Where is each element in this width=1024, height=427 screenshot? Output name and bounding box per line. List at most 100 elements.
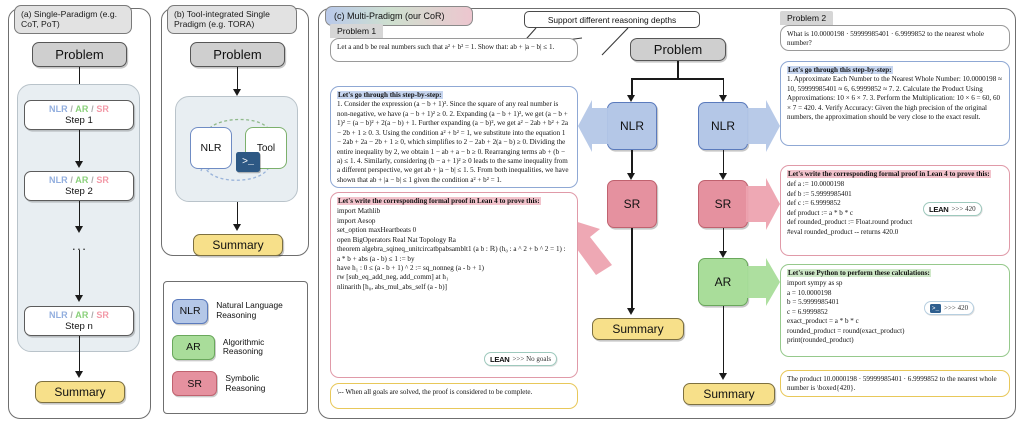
panel-a-step-2-label: Step 2	[65, 185, 93, 197]
right-sr-connector-arrow	[746, 178, 780, 230]
tag-sep: /	[91, 103, 94, 114]
problem1-lean-badge: LEAN >>> No goals	[484, 352, 558, 366]
code-line: b = 5.9999985401	[787, 298, 839, 307]
panel-a-arrow-4-head	[74, 295, 83, 302]
legend: NLR Natural Language Reasoning AR Algori…	[163, 281, 308, 414]
legend-label-sr: Symbolic Reasoning	[225, 372, 266, 393]
legend-chip-ar: AR	[172, 334, 215, 360]
flow-left-summary-label: Summary	[612, 322, 664, 336]
flow-split-stem	[677, 61, 679, 79]
legend-chip-nlr: NLR	[172, 298, 209, 324]
flow-right-arrow-1-head	[718, 173, 727, 180]
panel-a-summary-node: Summary	[35, 381, 125, 403]
tag-sep: /	[70, 309, 73, 320]
panel-a-tag: (a) Single-Paradigm (e.g. CoT, PoT)	[14, 5, 132, 34]
tag-nlr: NLR	[48, 103, 68, 114]
problem1-nlr-bubble: Let's go through this step-by-step: 1. C…	[330, 86, 578, 188]
legend-item-nlr: NLR Natural Language Reasoning	[172, 298, 299, 324]
flow-right-nlr-node: NLR	[698, 102, 748, 150]
flow-left-drop-head	[627, 95, 636, 102]
flow-right-arrow-3-head	[718, 373, 727, 380]
panel-a-arrow-3-head	[74, 226, 83, 233]
code-line: def c := 6.9999852	[787, 199, 841, 208]
problem2-nlr-head: Let's go through this step-by-step:	[787, 66, 893, 74]
problem2-statement-text: What is 10.0000198 · 59999985401 · 6.999…	[787, 30, 985, 48]
panel-b-arrow-2-head	[232, 224, 241, 231]
right-ar-connector-arrow	[746, 258, 780, 306]
problem1-nlr-body: 1. Consider the expression (a − b + 1)².…	[337, 100, 569, 184]
tag-nlr: NLR	[48, 309, 68, 320]
reasoning-depth-callout: Support different reasoning depths	[524, 11, 700, 28]
panel-a-step-n: NLR / AR / SR Step n	[24, 306, 134, 336]
code-line: have h₁ : 0 ≤ (a - b + 1) ^ 2 := sq_nonn…	[337, 263, 484, 272]
flow-left-arrow-2-head	[627, 308, 636, 315]
panel-b-tag: (b) Tool-integrated Single Pradigm (e.g.…	[167, 5, 297, 34]
lean-badge-tool: LEAN	[490, 354, 510, 364]
right-nlr-connector-arrow	[746, 100, 780, 152]
panel-a-step-1-tags: NLR / AR / SR	[49, 104, 109, 115]
tag-ar: AR	[75, 103, 89, 114]
panel-b-tag-text: (b) Tool-integrated Single Pradigm (e.g.…	[174, 9, 270, 30]
problem1-statement-bubble: Let a and b be real numbers such that a²…	[330, 38, 578, 62]
code-line: exact_product = a * b * c	[787, 317, 859, 326]
code-line: rw [sub_eq_add_neg, add_comm] at h₁	[337, 273, 449, 282]
flow-right-arrow-2-line	[722, 228, 725, 252]
problem2-label-text: Problem 2	[787, 13, 827, 23]
problem2-nlr-body: 1. Approximate Each Number to the Neares…	[787, 75, 1002, 122]
panel-b-summary-node: Summary	[193, 234, 283, 256]
code-line: #eval rounded_product -- returns 420.0	[787, 227, 899, 236]
flow-left-sr-node: SR	[607, 180, 657, 228]
panel-a-step-2: NLR / AR / SR Step 2	[24, 171, 134, 201]
panel-b-tool-label: Tool	[256, 142, 276, 154]
flow-right-arrow-2-head	[718, 251, 727, 258]
panel-a-problem-label: Problem	[55, 47, 104, 62]
panel-c-tag: (c) Multi-Pradigm (our CoR)	[325, 6, 473, 26]
panel-a-arrow-5-line	[78, 336, 81, 372]
python-terminal-icon: >_	[930, 303, 941, 313]
code-line: import sympy as sp	[787, 279, 843, 288]
panel-b-nlr-node: NLR	[190, 127, 232, 169]
panel-a-step-2-tags: NLR / AR / SR	[49, 175, 109, 186]
tag-sep: /	[70, 174, 73, 185]
flow-problem-node: Problem	[630, 38, 726, 61]
legend-chip-ar-code: AR	[186, 341, 201, 354]
flow-right-arrow-1-line	[722, 150, 725, 174]
tag-ar: AR	[75, 309, 89, 320]
terminal-icon: >_	[236, 152, 260, 172]
legend-label-ar: Algorithmic Reasoning	[222, 336, 265, 357]
code-line: def rounded_product := Float.round produ…	[787, 218, 913, 227]
flow-right-arrow-3-line	[722, 306, 725, 374]
problem2-sr-head: Let's write the corresponding formal pro…	[787, 170, 991, 178]
flow-left-summary-node: Summary	[592, 318, 684, 340]
flow-left-drop	[631, 78, 633, 96]
panel-b-problem-label: Problem	[213, 47, 262, 62]
panel-a-arrow-3-line	[78, 201, 81, 227]
problem2-sr-bubble: Let's write the corresponding formal pro…	[780, 165, 1010, 256]
problem1-summary-bubble: \-- When all goals are solved, the proof…	[330, 383, 578, 409]
tag-sr: SR	[96, 174, 110, 185]
panel-a-step-n-tags: NLR / AR / SR	[49, 310, 109, 321]
panel-a-problem-node: Problem	[32, 42, 127, 67]
panel-b-arrow-2-line	[236, 202, 239, 225]
panel-a-summary-label: Summary	[54, 385, 106, 399]
problem2-ar-head: Let's use Python to perform these calcul…	[787, 269, 931, 277]
code-line: rounded_product = round(exact_product)	[787, 326, 905, 335]
problem2-python-badge: >_ >>> 420	[924, 301, 975, 315]
python-badge-tool: >_	[931, 304, 940, 312]
problem2-ar-code: import sympy as sp a = 10.0000198 b = 5.…	[787, 279, 1003, 345]
panel-a-arrow-2-head	[74, 161, 83, 168]
panel-b-arrow-1-head	[232, 89, 241, 96]
flow-left-arrow-1-head	[627, 173, 636, 180]
flow-right-nlr-label: NLR	[710, 119, 735, 133]
legend-chip-nlr-code: NLR	[179, 305, 201, 318]
code-line: import Mathlib	[337, 207, 381, 216]
code-line: theorem algebra_sqineq_unitcircatbpabsam…	[337, 245, 566, 254]
code-line: nlinarith [h₀, abs_mul_abs_self (a - b)]	[337, 282, 448, 291]
panel-c-tag-text: (c) Multi-Pradigm (our CoR)	[334, 11, 445, 21]
code-line: print(rounded_product)	[787, 335, 854, 344]
legend-item-sr: SR Symbolic Reasoning	[172, 371, 299, 397]
flow-right-summary-node: Summary	[683, 383, 775, 405]
legend-label-nlr: Natural Language Reasoning	[216, 300, 283, 321]
code-line: def b := 5.9999985401	[787, 189, 852, 198]
